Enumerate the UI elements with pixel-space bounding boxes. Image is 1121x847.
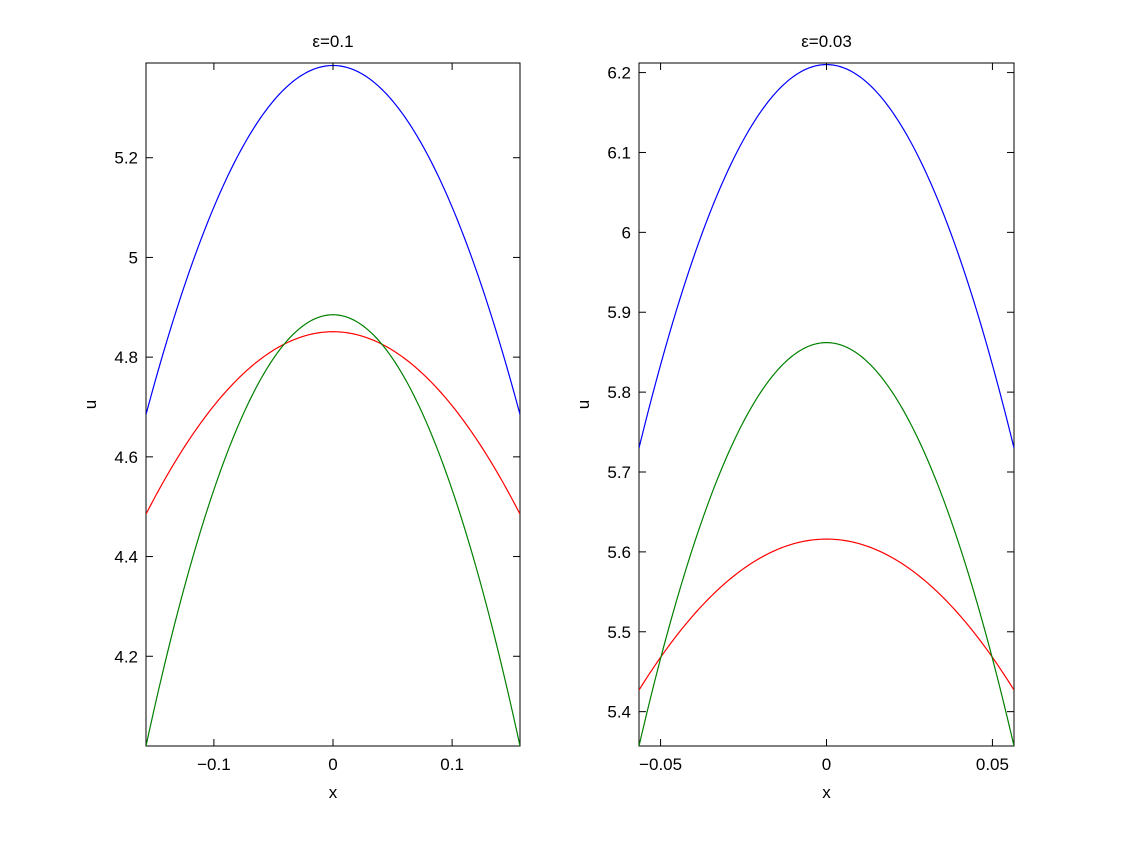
chart-title: ε=0.03 — [801, 32, 852, 51]
y-tick-label: 5.4 — [607, 703, 631, 722]
y-tick-label: 5.8 — [607, 383, 631, 402]
plot-area-frame — [145, 62, 521, 747]
y-tick-label: 4.6 — [114, 448, 138, 467]
x-tick-label: 0.1 — [440, 755, 464, 774]
subplot-2: −0.05 0 0.05 5.4 5.5 5.6 5.7 5.8 5.9 6 6.1 6.2 ε=0.0… — [574, 32, 1015, 802]
y-tick-label: 4.8 — [114, 348, 138, 367]
y-tick-label: 4.4 — [114, 548, 138, 567]
x-axis-label: x — [329, 783, 338, 802]
y-tick-label: 5.2 — [114, 149, 138, 168]
x-tick-label: 0 — [328, 755, 337, 774]
series-line-3 — [146, 314, 520, 746]
y-tick-label: 5 — [129, 248, 138, 267]
y-tick-label: 6.1 — [607, 143, 631, 162]
y-tick-label: 5.7 — [607, 463, 631, 482]
y-tick-label: 4.2 — [114, 647, 138, 666]
series-line-2 — [146, 331, 520, 515]
y-tick-label: 5.9 — [607, 303, 631, 322]
y-tick-label: 5.6 — [607, 543, 631, 562]
y-axis-label: u — [574, 400, 593, 409]
y-tick-label: 6.2 — [607, 64, 631, 83]
x-tick-label: 0 — [822, 755, 831, 774]
x-axis-label: x — [822, 783, 831, 802]
y-axis-label: u — [81, 400, 100, 409]
x-tick-label: −0.05 — [639, 755, 682, 774]
series-line-2 — [639, 538, 1014, 691]
x-tick-label: 0.05 — [976, 755, 1009, 774]
series-line-3 — [639, 341, 1014, 746]
chart-title: ε=0.1 — [312, 32, 353, 51]
x-tick-label: −0.1 — [197, 755, 231, 774]
plot-area-frame — [638, 62, 1015, 747]
y-tick-label: 5.5 — [607, 623, 631, 642]
y-tick-label: 6 — [622, 223, 631, 242]
subplot-1: −0.1 0 0.1 4.2 4.4 4.6 4.8 5 5.2 ε=0.1 x u — [81, 32, 521, 802]
